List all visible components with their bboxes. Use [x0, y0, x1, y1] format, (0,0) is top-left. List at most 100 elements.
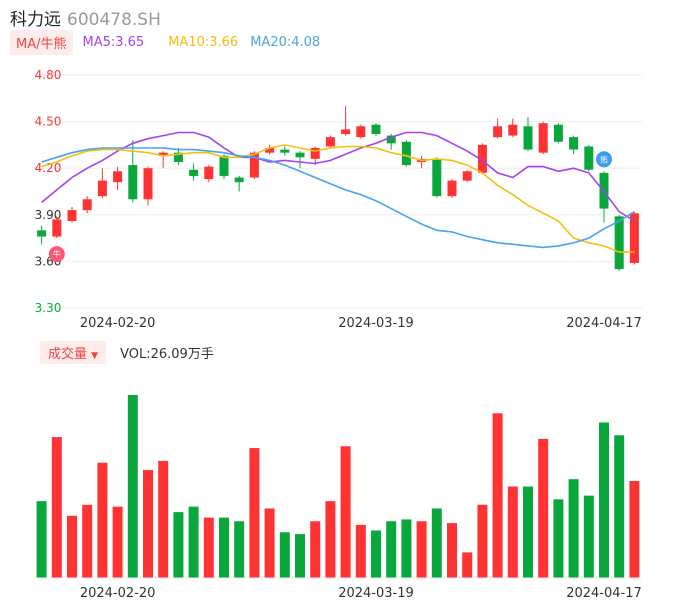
volume-bar [386, 521, 397, 578]
signal-marker-label: 牛 [53, 249, 61, 259]
candle-body [584, 146, 594, 170]
volume-bar [203, 517, 214, 578]
volume-bar [340, 446, 351, 578]
candle-body [219, 155, 229, 176]
candle-body [143, 168, 153, 200]
candle-body [523, 126, 533, 150]
candle-body [371, 124, 381, 135]
candle-body [158, 152, 168, 156]
candle-body [447, 180, 457, 197]
ma-legend: MA/牛熊 MA5:3.65 MA10:3.66 MA20:4.08 [10, 29, 321, 55]
ma20-line [41, 147, 635, 249]
candle-body [82, 199, 92, 211]
candle-body [97, 180, 107, 197]
volume-bar [568, 479, 579, 578]
signal-marker-label: 熊 [600, 154, 608, 164]
volume-bar [553, 499, 564, 578]
candle-body [493, 126, 503, 138]
volume-bar [295, 534, 305, 578]
candle-body [189, 169, 199, 176]
volume-bar [507, 486, 518, 578]
y-tick-label: 4.20 [35, 161, 62, 175]
candle-body [477, 144, 487, 173]
candle-body [310, 148, 320, 159]
volume-bar [51, 437, 62, 578]
volume-bar [325, 501, 336, 578]
ma5-line [41, 131, 635, 222]
bull-signal-icon [48, 246, 65, 263]
candle-body [569, 137, 579, 150]
candle-body [629, 213, 639, 263]
volume-bar [219, 517, 229, 578]
stock-name: 科力远 [10, 10, 61, 30]
volume-bar [97, 462, 108, 578]
candle-body [401, 141, 411, 166]
stock-title: 科力远 600478.SH [10, 5, 161, 30]
candle-body [37, 230, 47, 237]
volume-bar [67, 515, 77, 578]
volume-indicator-label: 成交量 [48, 346, 88, 362]
candle-body [295, 152, 305, 158]
candle-body [356, 126, 366, 138]
candle-body [249, 152, 259, 178]
volume-bar [158, 460, 169, 578]
x-tick-label: 2024-02-20 [80, 316, 156, 331]
volume-bar [477, 504, 488, 578]
volume-bar [36, 501, 47, 578]
volume-bar [401, 519, 412, 578]
candle-body [265, 148, 275, 153]
candle-body [128, 165, 138, 200]
stock-code: 600478.SH [67, 10, 161, 30]
volume-header: 成交量 ▼ VOL:26.09万手 [40, 340, 214, 364]
candle-body [614, 216, 624, 270]
volume-bar [310, 521, 321, 578]
candle-body [234, 177, 244, 183]
candle-body [341, 129, 351, 135]
candle-body [462, 171, 472, 181]
volume-bar [82, 504, 93, 578]
candle-body [538, 123, 548, 153]
volume-bar [264, 508, 275, 578]
volume-bar [371, 530, 381, 578]
volume-bar [127, 395, 138, 578]
candle-body [173, 152, 183, 162]
volume-bar [462, 552, 473, 578]
volume-bar [416, 521, 427, 578]
volume-x-tick-label: 2024-03-19 [338, 586, 414, 601]
candle-body [386, 135, 396, 144]
y-tick-label: 4.50 [35, 115, 62, 129]
ma20-label: MA20:4.08 [250, 34, 321, 50]
candle-body [280, 149, 290, 153]
volume-bar [599, 422, 609, 578]
volume-bar [173, 512, 184, 578]
volume-bar [492, 413, 503, 578]
candle-body [67, 210, 77, 222]
volume-bar [279, 532, 290, 578]
volume-bar [143, 470, 153, 578]
volume-x-tick-label: 2024-04-17 [566, 586, 642, 601]
volume-bar [523, 486, 533, 578]
y-tick-label: 4.80 [35, 68, 62, 82]
y-tick-label: 3.30 [35, 301, 62, 315]
ma10-label: MA10:3.66 [168, 34, 239, 50]
ma10-line [41, 144, 635, 253]
y-tick-label: 3.90 [35, 208, 62, 222]
x-tick-label: 2024-03-19 [338, 316, 414, 331]
candle-body [432, 158, 442, 197]
volume-bar [583, 495, 594, 578]
volume-x-tick-label: 2024-02-20 [80, 586, 156, 601]
volume-bar [538, 438, 549, 578]
candle-body [113, 171, 123, 183]
bear-signal-icon [596, 151, 612, 168]
candle-body [325, 137, 335, 147]
volume-bar [234, 521, 245, 578]
ma5-label: MA5:3.65 [82, 34, 145, 50]
volume-bar [614, 435, 625, 578]
volume-bar [188, 506, 199, 578]
volume-indicator-button[interactable]: 成交量 ▼ [40, 340, 107, 364]
volume-bar [249, 448, 260, 578]
volume-bar [355, 524, 366, 578]
volume-value: VOL:26.09万手 [120, 346, 214, 362]
ma-bull-bear-button[interactable]: MA/牛熊 [10, 29, 73, 55]
